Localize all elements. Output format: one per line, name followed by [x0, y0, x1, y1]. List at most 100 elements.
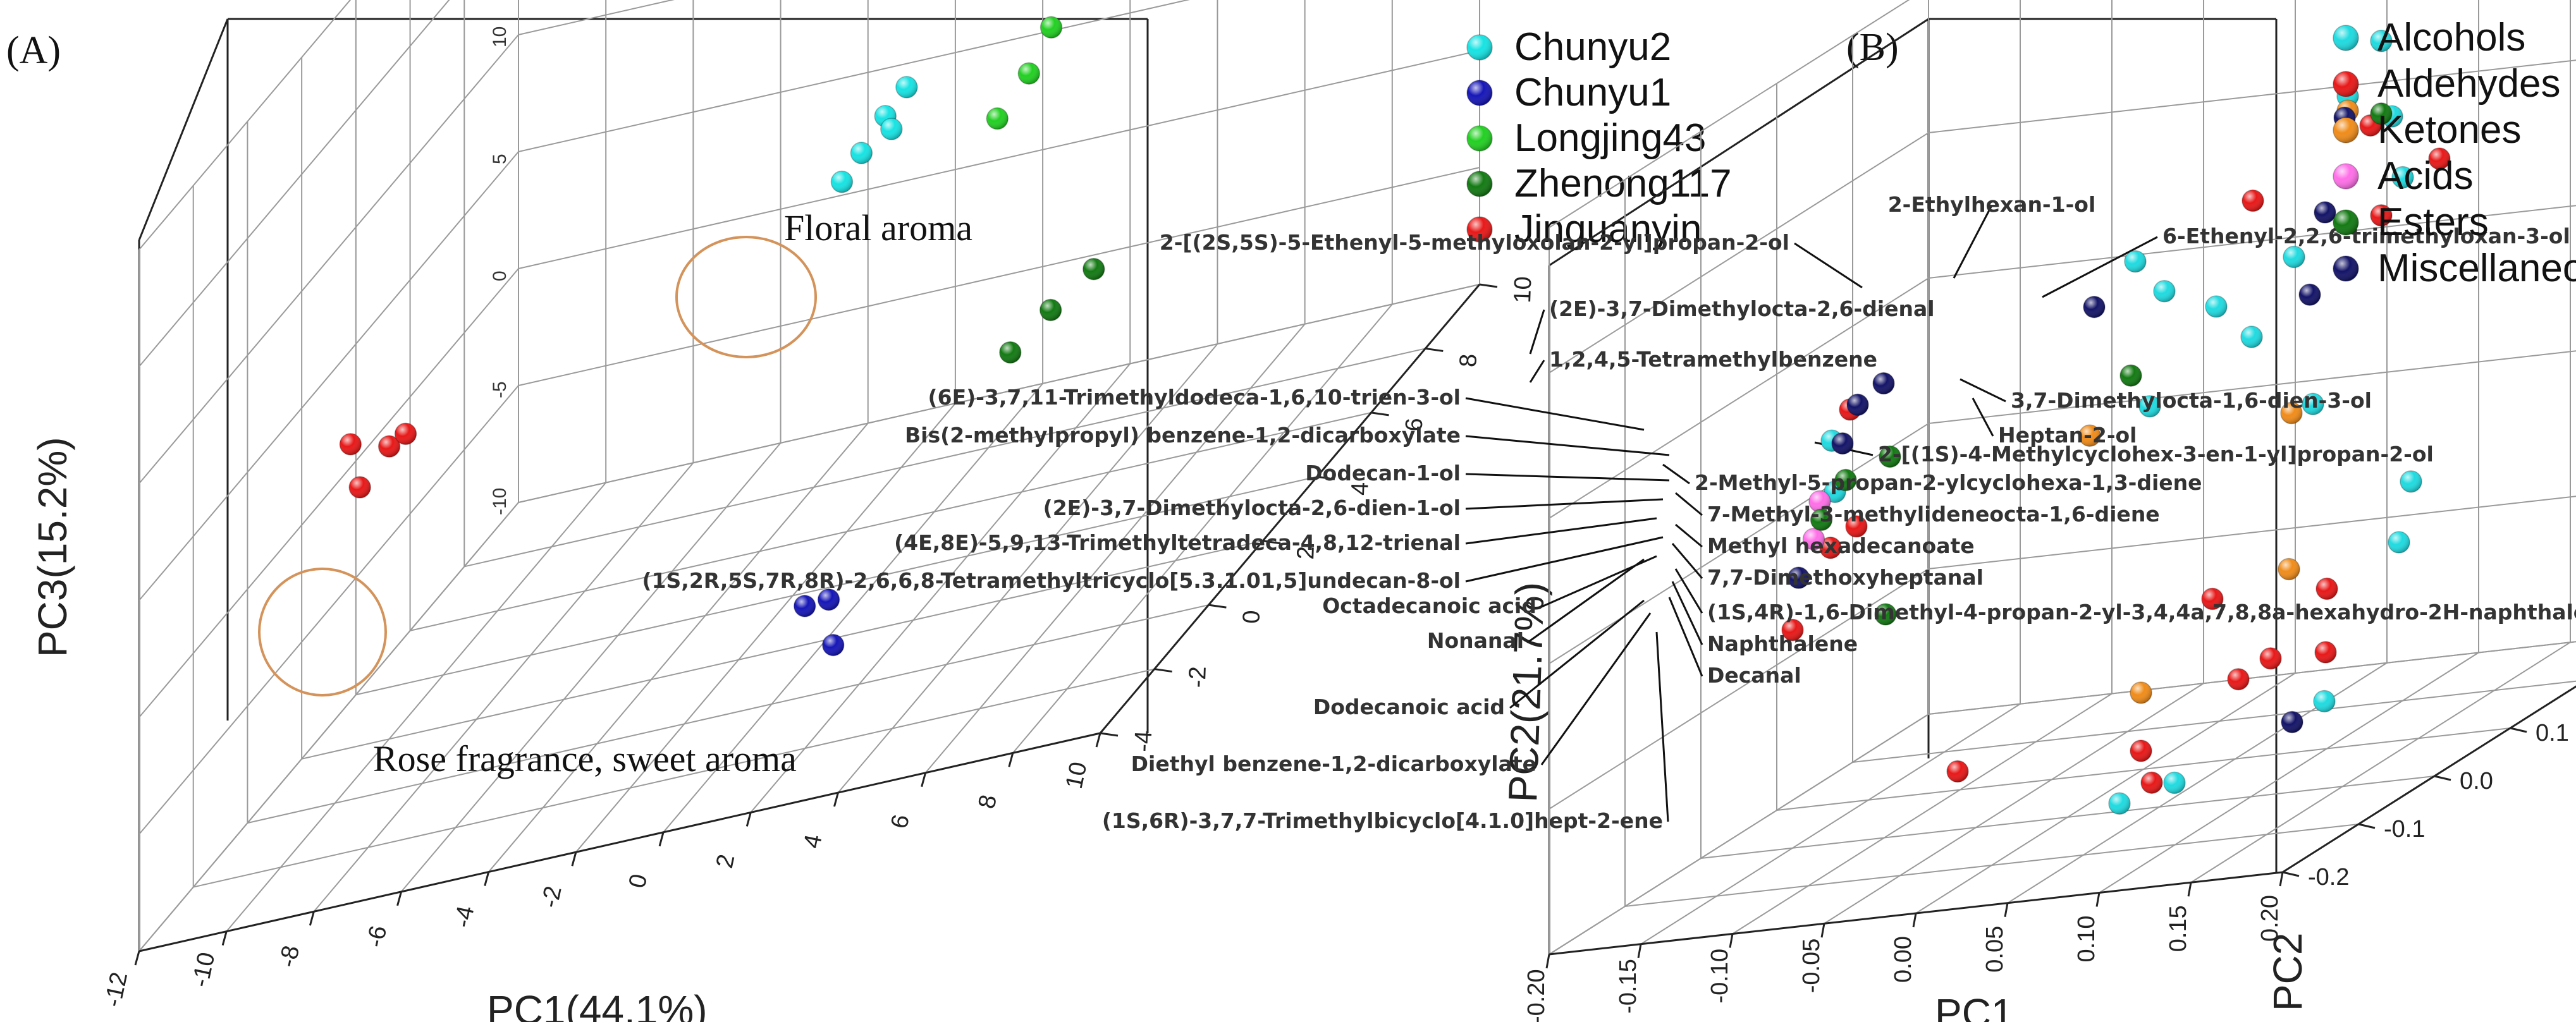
rose-cluster-ellipse	[258, 568, 387, 697]
panel-a-frame	[138, 18, 1149, 951]
compound-label: 1,2,4,5-Tetramethylbenzene	[1549, 347, 1877, 372]
legend-marker	[2333, 117, 2359, 143]
panel-a-z-tick: 5	[489, 154, 510, 164]
legend-marker	[1466, 34, 1493, 61]
panel-a-y-tick: 4	[1347, 482, 1374, 496]
panel-b-point-acids	[1808, 490, 1831, 513]
legend-entry-esters: Esters	[2333, 200, 2489, 244]
panel-b-point-esters	[2370, 102, 2393, 125]
panel-b-point-aldehydes	[2259, 647, 2282, 670]
panel-a-z-axis-label: PC3(15.2%)	[30, 437, 75, 657]
legend-entry-alcohols: Alcohols	[2333, 16, 2525, 59]
panel-b-y-tick: -0.2	[2308, 864, 2349, 891]
panel-b-point-miscellaneous	[2298, 283, 2321, 306]
leader-line	[1465, 536, 1664, 583]
legend-marker	[2333, 209, 2359, 236]
legend-entry-ketones: Ketones	[2333, 108, 2522, 152]
panel-b-point-miscellaneous	[1831, 432, 1854, 455]
leader-line	[1540, 612, 1652, 765]
panel-a-point-longjing43	[986, 107, 1009, 130]
panel-a-point-chunyu1	[793, 595, 816, 617]
legend-marker	[1466, 80, 1493, 106]
panel-a-point-longjing43	[1017, 62, 1041, 85]
leader-line	[1675, 492, 1703, 516]
panel-b-point-miscellaneous	[1787, 566, 1810, 589]
panel-b-y-tick: 0.1	[2536, 720, 2569, 746]
compound-label: Bis(2-methylpropyl) benzene-1,2-dicarbox…	[905, 423, 1461, 447]
compound-label: (6E)-3,7,11-Trimethyldodeca-1,6,10-trien…	[928, 385, 1461, 410]
panel-a-z-tick: 0	[489, 271, 510, 281]
panel-b-point-miscellaneous	[1846, 393, 1869, 417]
panel-b-point-alcohols	[2138, 395, 2161, 418]
panel-b-x-tick: -0.10	[1707, 949, 1733, 1004]
compound-label: Diethyl benzene-1,2-dicarboxylate	[1131, 751, 1536, 776]
panel-b-x-tick: -0.05	[1798, 939, 1825, 994]
legend-entry-acids: Acids	[2333, 154, 2474, 198]
compound-label: 2-Ethylhexan-1-ol	[1888, 192, 2096, 217]
leader-line	[1465, 517, 1657, 545]
panel-a-label: (A)	[6, 29, 61, 72]
leader-line	[1528, 558, 1645, 643]
panel-b-point-alcohols	[2283, 245, 2305, 269]
panel-b-point-miscellaneous	[2314, 201, 2336, 224]
leader-line	[1794, 242, 1863, 289]
panel-b-point-esters	[1810, 508, 1833, 532]
panel-a-points	[339, 16, 1105, 657]
panel-b-legend: AlcoholsAldehydesKetonesAcidsEstersMisce…	[2333, 16, 2576, 290]
compound-label: Dodecanoic acid	[1313, 695, 1505, 719]
leader-line	[1972, 398, 1994, 437]
panel-b-point-alcohols	[2124, 250, 2147, 273]
panel-b-point-aldehydes	[2130, 739, 2152, 762]
panel-b-point-alcohols	[2370, 30, 2393, 52]
legend-label: Zhenong117	[1514, 162, 1732, 205]
panel-a-x-tick: -4	[449, 904, 479, 930]
legend-entry-miscellaneous: Miscellaneous	[2333, 246, 2576, 290]
panel-b-y-axis-label: PC2	[2265, 933, 2310, 1012]
panel-b-point-miscellaneous	[1872, 372, 1895, 395]
compound-label: 7-Methyl-3-methylideneocta-1,6-diene	[1707, 502, 2160, 526]
panel-b-point-aldehydes	[2315, 577, 2338, 600]
legend-label: Chunyu1	[1514, 71, 1671, 114]
leader-line	[1953, 205, 1993, 279]
panel-b-label: (B)	[1846, 26, 1899, 69]
panel-a-point-jinguanyin	[394, 422, 417, 446]
panel-b-point-aldehydes	[2314, 641, 2337, 664]
compound-label: (2E)-3,7-Dimethylocta-2,6-dien-1-ol	[1043, 496, 1461, 520]
panel-b-point-alcohols	[2163, 771, 2186, 794]
panel-b-point-alcohols	[2153, 280, 2176, 303]
panel-a-point-chunyu2	[830, 170, 854, 193]
panel-a-point-chunyu1	[822, 633, 845, 657]
panel-a-z-tick: -10	[489, 488, 510, 515]
floral-aroma-annotation: Floral aroma	[784, 207, 972, 248]
panel-b-point-aldehydes	[2428, 147, 2451, 170]
legend-entry-chunyu2: Chunyu2	[1466, 25, 1671, 69]
legend-entry-longjing43: Longjing43	[1466, 116, 1706, 160]
legend-label: Acids	[2377, 154, 2474, 198]
leader-line	[1465, 435, 1670, 456]
legend-label: Aldehydes	[2377, 62, 2561, 106]
legend-marker	[2333, 25, 2359, 51]
legend-marker	[1466, 216, 1493, 243]
compound-label: Dodecan-1-ol	[1305, 461, 1461, 485]
panel-a-x-tick: 8	[974, 793, 1002, 811]
panel-a-legend: Chunyu2Chunyu1Longjing43Zhenong117Jingua…	[1466, 25, 1732, 251]
panel-b-grid	[1549, 0, 2576, 956]
panel-a-x-tick: -12	[100, 970, 133, 1009]
leader-line	[1529, 360, 1545, 383]
panel-a-x-axis-label: PC1(44.1%)	[487, 987, 708, 1022]
panel-a-y-tick: 2	[1292, 545, 1320, 560]
panel-a-point-zhenong117	[1083, 257, 1105, 281]
legend-marker	[1466, 125, 1493, 152]
panel-b-point-acids	[1802, 528, 1825, 551]
panel-b-point-esters	[1879, 445, 1901, 468]
panel-b-point-miscellaneous	[2083, 295, 2106, 319]
panel-b-point-aldehydes	[2201, 587, 2224, 611]
panel-b-point-alcohols	[2302, 392, 2324, 415]
panel-b-point-esters	[2119, 364, 2142, 387]
panel-b-x-tick: 0.05	[1982, 926, 2008, 973]
panel-b-point-alcohols	[2240, 325, 2263, 348]
panel-b-point-alcohols	[2205, 295, 2228, 318]
leader-line	[1662, 463, 1690, 485]
panel-a-point-chunyu2	[880, 118, 903, 140]
